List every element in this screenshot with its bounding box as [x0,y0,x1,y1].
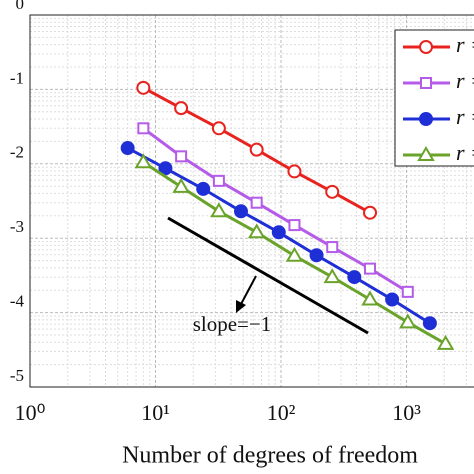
legend-marker [417,146,435,161]
x-tick-label: 10² [267,400,296,425]
marker [212,174,225,187]
marker [364,262,377,275]
y-tick-label: -4 [10,292,25,311]
marker [136,80,151,95]
slope-arrow [239,275,257,307]
legend-marker [419,112,433,126]
marker [172,177,190,193]
marker [287,164,302,179]
y-tick-label: -3 [10,217,24,236]
marker [436,334,455,350]
marker [422,316,437,331]
series-line [142,127,409,294]
x-tick-label: 10⁰ [15,400,46,425]
marker [233,204,248,219]
marker [211,121,226,136]
x-axis-label: Number of degrees of freedom [122,443,418,469]
legend-box [394,29,474,167]
legend-label: r = [456,68,474,93]
marker [363,205,378,220]
y-tick-label: 0 [16,0,25,13]
marker [347,270,362,285]
marker [271,225,286,240]
marker [309,248,324,263]
marker [323,268,341,284]
marker [196,181,211,196]
plot: 10⁰ 10¹ 10² 10³ 0 -1 -2 -3 -4 -5 [10,0,474,425]
x-tick-label: 10¹ [141,400,170,425]
marker [174,101,189,116]
marker [401,285,414,298]
marker [361,290,379,306]
marker [385,292,400,307]
legend: r = r = r = r = [394,29,474,167]
legend-marker [419,40,433,54]
y-tick-label: -5 [10,366,24,385]
marker [247,223,266,239]
marker [175,150,188,163]
marker [285,246,304,262]
legend-label: r = [456,140,474,165]
marker [120,141,135,156]
legend-marker [420,77,432,89]
slope-line [167,216,369,335]
marker [325,184,340,199]
y-tick-label: -2 [10,143,24,162]
marker [249,142,264,157]
marker [250,196,263,209]
marker [137,122,150,135]
marker [326,241,339,254]
x-tick-label: 10³ [392,400,421,425]
annotation: slope=−1 [193,312,272,336]
marker [210,202,228,218]
marker [399,313,417,329]
marker [158,161,173,176]
marker [134,153,153,169]
axes-box [29,14,474,388]
legend-label: r = [456,104,474,129]
y-tick-label: -1 [10,68,24,87]
arrow-head [236,300,246,313]
marker [288,219,301,232]
legend-label: r = [456,32,474,57]
